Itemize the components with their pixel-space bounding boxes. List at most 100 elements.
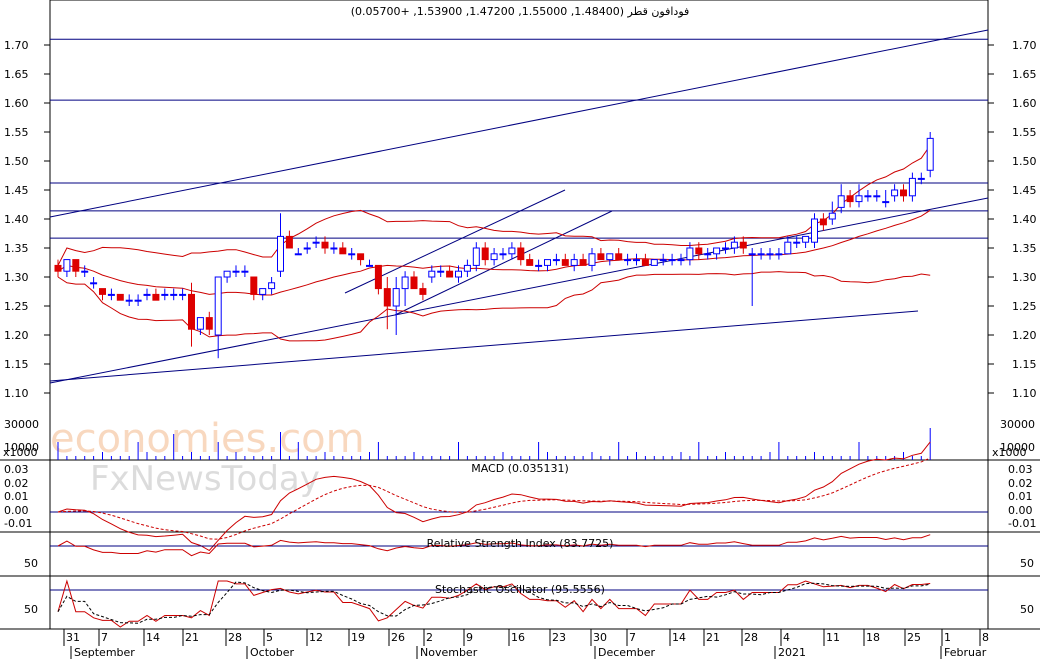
macd-title: MACD (0.035131) <box>471 462 569 475</box>
candle-body <box>241 270 249 273</box>
macd-tick-left: 0.01 <box>4 490 29 503</box>
volume-multiplier-right: x1000 <box>992 446 1027 459</box>
candle-body <box>819 218 827 226</box>
rsi-tick-left: 50 <box>24 557 38 570</box>
candle-body <box>330 247 338 250</box>
candle-body <box>312 241 320 244</box>
price-panel <box>49 0 989 461</box>
candle-body <box>766 253 774 256</box>
candle-body <box>72 259 80 272</box>
candle-body <box>99 288 106 295</box>
price-tick-left: 1.45 <box>4 184 29 197</box>
price-tick-right: 1.15 <box>1012 358 1037 371</box>
trend-line <box>49 29 989 218</box>
date-tick: 7 <box>101 631 108 644</box>
stoch-tick-left: 50 <box>24 603 38 616</box>
candle-body <box>926 137 934 171</box>
macd-tick-right: 0.00 <box>1008 504 1033 517</box>
candle-body <box>214 276 222 336</box>
candle-body <box>846 195 854 203</box>
candle-body <box>713 247 721 255</box>
date-tick: 16 <box>511 631 525 644</box>
chart-title: فودافون قطر (1.48400, 1.55000, 1.47200, … <box>351 5 690 18</box>
candle-body <box>793 241 801 244</box>
price-tick-right: 1.40 <box>1012 213 1037 226</box>
month-label: November <box>420 646 478 659</box>
candle-body <box>517 247 525 261</box>
date-tick: 23 <box>552 631 566 644</box>
candle-body <box>668 259 676 262</box>
candle-body <box>134 299 142 302</box>
price-tick-right: 1.45 <box>1012 184 1037 197</box>
date-tick: 28 <box>744 631 758 644</box>
candle-body <box>374 264 382 290</box>
month-label: 2021 <box>778 646 806 659</box>
candle-body <box>143 293 151 296</box>
candle-body <box>748 253 756 256</box>
date-tick: 8 <box>982 631 989 644</box>
candle-body <box>116 293 124 301</box>
candle-body <box>526 259 534 266</box>
macd-tick-right: -0.01 <box>1008 517 1036 530</box>
date-tick: 5 <box>266 631 273 644</box>
candle-body <box>552 259 560 262</box>
candle-body <box>285 235 293 249</box>
price-tick-right: 1.55 <box>1012 126 1037 139</box>
date-tick: 30 <box>593 631 607 644</box>
candle-body <box>303 247 311 250</box>
candle-body <box>294 253 302 256</box>
date-tick: 14 <box>672 631 686 644</box>
candle-body <box>695 247 703 255</box>
price-tick-left: 1.30 <box>4 271 29 284</box>
candle-body <box>463 264 471 272</box>
date-tick: 18 <box>866 631 880 644</box>
candle-body <box>900 189 907 197</box>
bollinger-lower <box>57 271 931 342</box>
candle-body <box>437 270 445 273</box>
candle-body <box>873 195 881 198</box>
date-tick: 19 <box>351 631 365 644</box>
month-label: October <box>250 646 294 659</box>
candle-body <box>811 218 818 243</box>
candle-body <box>81 270 89 273</box>
candle-body <box>410 276 418 290</box>
candle-body <box>917 177 925 180</box>
date-tick: 26 <box>391 631 405 644</box>
candle-body <box>419 288 427 295</box>
macd-signal-line <box>57 457 931 540</box>
price-tick-left: 1.40 <box>4 213 29 226</box>
candle-body <box>891 189 899 197</box>
trend-line <box>394 210 613 316</box>
candle-body <box>455 270 462 278</box>
candle-body <box>757 253 765 256</box>
bollinger-upper <box>57 145 931 266</box>
price-tick-left: 1.25 <box>4 300 29 313</box>
candle-body <box>428 270 436 278</box>
candle-body <box>490 253 498 261</box>
candle-body <box>268 282 276 290</box>
candle-body <box>633 259 640 262</box>
candle-body <box>401 276 409 290</box>
candle-body <box>205 317 213 330</box>
candle-body <box>152 293 160 301</box>
macd-tick-left: 0.03 <box>4 463 29 476</box>
date-tick: 14 <box>146 631 160 644</box>
candle-body <box>882 201 890 204</box>
price-tick-left: 1.55 <box>4 126 29 139</box>
candle-body <box>588 253 596 266</box>
price-tick-left: 1.35 <box>4 242 29 255</box>
candle-body <box>125 299 133 302</box>
date-tick: 21 <box>185 631 199 644</box>
price-tick-left: 1.65 <box>4 68 29 81</box>
month-label: September <box>74 646 135 659</box>
candle-body <box>481 247 489 261</box>
date-tick: 28 <box>228 631 242 644</box>
date-tick: 9 <box>466 631 473 644</box>
candle-body <box>659 259 667 262</box>
candle-body <box>784 241 792 255</box>
candle-body <box>232 270 240 273</box>
price-tick-left: 1.70 <box>4 39 29 52</box>
candle-body <box>366 264 373 267</box>
candle-body <box>561 259 569 266</box>
macd-tick-right: 0.02 <box>1008 477 1033 490</box>
